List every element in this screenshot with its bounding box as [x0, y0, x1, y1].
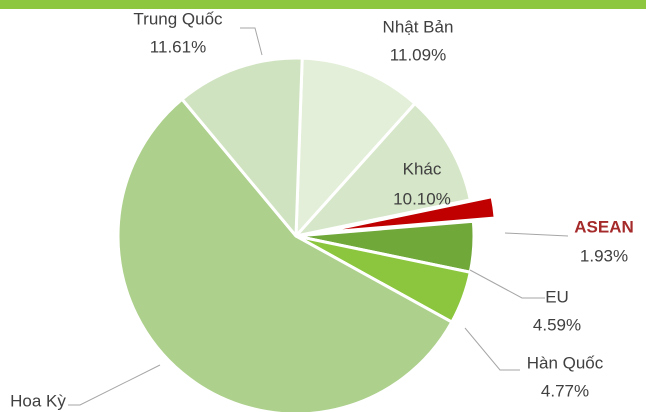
- leader-line: [469, 269, 545, 299]
- slice-label: Nhật Bản: [383, 17, 454, 36]
- slice-value-label: 11.61%: [150, 37, 206, 56]
- slice-label: EU: [545, 287, 569, 306]
- pie-slice: [116, 97, 454, 412]
- slice-label: ASEAN: [574, 217, 634, 236]
- slice-label: Hoa Kỳ: [10, 391, 66, 410]
- slice-label: Trung Quốc: [133, 9, 223, 28]
- slice-value-label: 11.09%: [390, 45, 446, 64]
- slice-value-label: 10.10%: [393, 189, 451, 208]
- pie-slice: [294, 56, 417, 238]
- slice-label: Khác: [403, 159, 442, 178]
- slice-label: Hàn Quốc: [527, 353, 604, 372]
- slice-value-label: 1.93%: [580, 246, 628, 265]
- pie-slice: [294, 102, 472, 238]
- pie-slice: [316, 195, 497, 235]
- leader-line: [464, 327, 520, 371]
- slice-value-label: 4.59%: [533, 315, 581, 334]
- leader-line: [68, 364, 161, 406]
- leader-line: [504, 232, 569, 237]
- top-bar: [0, 0, 646, 9]
- leader-line: [240, 27, 263, 56]
- slice-value-label: 4.77%: [541, 381, 589, 400]
- pie-slice: [180, 56, 304, 238]
